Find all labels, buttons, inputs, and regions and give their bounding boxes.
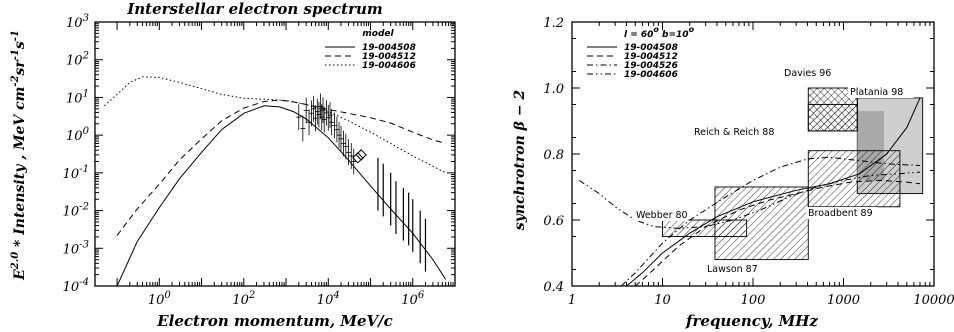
- box-label-bg: [782, 67, 837, 79]
- diamond-data-point: [352, 152, 364, 164]
- series-line-19-004512: [116, 99, 446, 236]
- left-x-axis-label: Electron momentum, MeV/c: [156, 312, 393, 330]
- left-chart: Interstellar electron spectrum 100 102 104…: [10, 0, 456, 330]
- left-plot-area: [104, 76, 447, 287]
- y-tick-label: 1.0: [543, 82, 564, 97]
- legend-label: 19-004508: [362, 43, 416, 53]
- series-line-19-004508: [626, 97, 921, 287]
- y-tick-label: 0.6: [543, 214, 564, 229]
- box-label: Broadbent 89: [808, 208, 873, 219]
- right-y-axis-label: synchrotron β − 2: [512, 90, 528, 231]
- y-tick-label: 101: [66, 88, 89, 106]
- diamond-data-point: [355, 149, 367, 161]
- y-tick-label: 0.8: [543, 148, 564, 163]
- right-x-axis-label: frequency, MHz: [685, 312, 818, 330]
- left-axes: 100 102 104 106 10-4 10-3 10-2 10-1 100 101 102 103: [63, 13, 456, 308]
- box-label-bg: [848, 86, 914, 98]
- right-axes: 1 10 100 1000 10000 0.4 0.6 0.8 1.0 1.2: [543, 16, 954, 308]
- y-tick-label: 10-1: [63, 164, 89, 182]
- x-tick-label: 100: [148, 290, 172, 308]
- x-tick-label: 100: [741, 293, 766, 308]
- right-legend: l = 60o b=10o 19-00450819-00451219-004526…: [587, 25, 695, 80]
- legend-label: 19-004512: [624, 52, 678, 62]
- box-label: Davies 96: [784, 68, 831, 79]
- legend-label: 19-004508: [624, 43, 678, 53]
- legend-label: 19-004512: [362, 52, 416, 62]
- box-label-bg: [806, 207, 878, 219]
- box-label-bg: [634, 209, 689, 221]
- series-line-19-004512: [634, 179, 921, 287]
- y-tick-label: 10-4: [63, 277, 89, 295]
- left-chart-title: Interstellar electron spectrum: [126, 0, 383, 18]
- legend-title: model: [362, 29, 394, 39]
- left-y-axis-label: E2.0 * Intensity , MeV cm-2sr-1s-1: [10, 30, 28, 281]
- box-label-bg: [692, 126, 786, 138]
- box-label: Webber 80: [636, 210, 688, 221]
- y-tick-label: 103: [66, 13, 89, 31]
- measurement-box-reich-reich-88: [807, 104, 858, 132]
- x-tick-label: 1: [568, 293, 576, 308]
- legend-label: 19-004526: [624, 61, 678, 71]
- legend-title: l = 60o b=10o: [624, 25, 695, 40]
- measurement-box-lawson-87: [714, 186, 809, 261]
- series-line-19-004526: [620, 156, 921, 287]
- series-line-19-004508: [116, 105, 447, 287]
- left-plot-frame: [94, 21, 456, 287]
- x-tick-label: 10000: [913, 293, 954, 308]
- box-label: Platania 98: [850, 87, 903, 98]
- y-tick-label: 102: [66, 51, 89, 69]
- right-chart: Davies 96 Platania 98 Reich & Reich 88 Broa…: [512, 16, 954, 330]
- x-tick-label: 1000: [827, 293, 860, 308]
- series-line-19-004606: [104, 76, 446, 174]
- y-tick-label: 10-3: [63, 239, 89, 257]
- box-label-bg: [705, 263, 760, 275]
- x-tick-label: 104: [317, 290, 340, 308]
- box-label: Lawson 87: [707, 264, 758, 275]
- legend-label: 19-004606: [624, 70, 678, 80]
- y-tick-label: 100: [66, 126, 90, 144]
- x-tick-label: 10: [654, 293, 671, 308]
- right-plot-area: Davies 96 Platania 98 Reich & Reich 88 Broa…: [578, 67, 924, 287]
- measurement-box-broadbent-89: [807, 150, 901, 208]
- x-tick-label: 102: [232, 290, 255, 308]
- y-tick-label: 1.2: [543, 16, 564, 31]
- y-tick-label: 0.4: [543, 280, 564, 295]
- y-tick-label: 10-2: [63, 202, 89, 220]
- x-tick-label: 106: [401, 290, 425, 308]
- box-label: Reich & Reich 88: [694, 127, 774, 138]
- legend-label: 19-004606: [362, 61, 416, 71]
